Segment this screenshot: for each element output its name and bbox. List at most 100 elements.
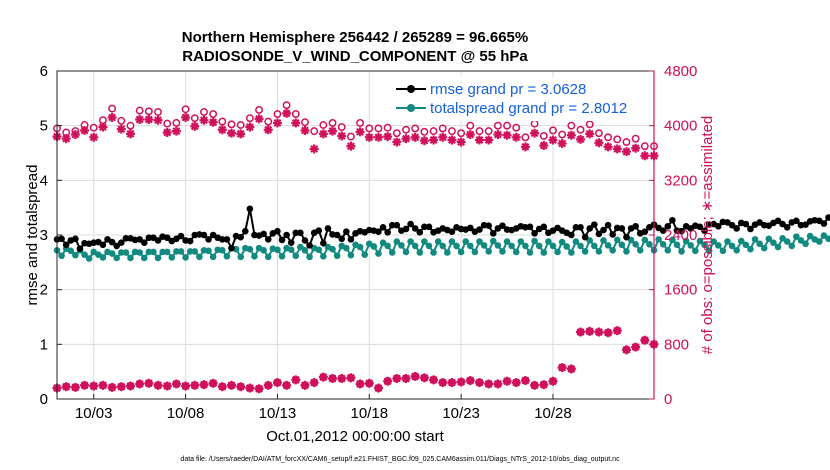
obs-low-assimilated-point: [401, 374, 411, 383]
obs-low-assimilated-point: [89, 381, 99, 391]
totalspread-point: [678, 248, 685, 255]
obs-assimilated-point-stroke: [154, 116, 162, 125]
obs-low-assimilated-point: [465, 376, 475, 386]
rmse-point: [62, 241, 70, 249]
obs-assimilated-point: [465, 130, 475, 140]
obs-low-assimilated-point-stroke: [549, 377, 557, 386]
obs-assimilated-point-stroke: [337, 131, 346, 140]
totalspread-point: [173, 248, 180, 255]
right-y-tick-label: 2400: [664, 227, 697, 244]
totalspread-point: [177, 248, 185, 255]
obs-possible-point: [190, 114, 199, 123]
obs-low-assimilated-point: [162, 381, 172, 391]
obs-low-assimilated-point-stroke: [558, 363, 567, 372]
rmse-point: [315, 227, 323, 234]
totalspread-point: [724, 238, 731, 245]
obs-low-assimilated-point: [263, 380, 273, 390]
totalspread-point: [503, 238, 511, 245]
obs-possible-point: [640, 142, 649, 151]
obs-possible-point: [135, 106, 144, 115]
totalspread-point: [361, 251, 368, 258]
obs-assimilated-point-stroke: [503, 131, 512, 140]
obs-assimilated-point-stroke: [71, 130, 80, 139]
obs-low-assimilated-point-stroke: [172, 380, 181, 388]
rmse-point: [641, 228, 649, 236]
totalspread-point: [430, 249, 437, 256]
totalspread-point: [186, 248, 194, 255]
rmse-point: [76, 245, 84, 252]
obs-low-assimilated-point: [208, 378, 218, 388]
totalspread-point: [476, 238, 483, 245]
obs-low-assimilated-point: [245, 383, 255, 393]
rmse-point: [154, 237, 162, 244]
totalspread-point: [219, 247, 226, 254]
obs-low-assimilated-point: [80, 380, 90, 390]
rmse-point: [618, 225, 626, 232]
obs-low-assimilated-point-stroke: [264, 381, 273, 390]
totalspread-point: [402, 248, 410, 256]
left-y-tick-label: 5: [40, 118, 48, 135]
rmse-point: [122, 234, 130, 242]
obs-possible-point: [457, 129, 466, 138]
totalspread-point: [545, 238, 552, 245]
rmse-point: [99, 241, 107, 249]
totalspread-point: [453, 242, 460, 250]
obs-low-assimilated-point: [484, 379, 494, 389]
totalspread-point: [329, 245, 336, 253]
rmse-point: [301, 237, 309, 244]
right-y-tick-label: 800: [664, 336, 689, 353]
x-tick-label: 10/03: [75, 405, 113, 422]
rmse-point: [623, 233, 630, 241]
obs-assimilated-point-stroke: [392, 138, 401, 147]
rmse-point: [678, 227, 685, 235]
obs-assimilated-point: [631, 143, 641, 153]
rmse-point: [485, 222, 492, 230]
data-file-footer: data file: /Users/raeder/DAI/ATM_forcXX/…: [180, 456, 620, 463]
totalspread-point: [320, 253, 327, 260]
obs-assimilated-point: [300, 125, 310, 135]
rmse-point: [467, 224, 474, 232]
totalspread-point: [375, 250, 382, 257]
totalspread-point: [613, 236, 621, 244]
totalspread-point: [751, 236, 759, 243]
rmse-point: [526, 223, 534, 231]
totalspread-point: [99, 254, 107, 261]
totalspread-point: [701, 241, 708, 249]
obs-possible-point: [521, 133, 530, 142]
totalspread-point: [462, 238, 470, 245]
obs-assimilated-point-stroke: [475, 136, 484, 144]
obs-assimilated-point: [502, 130, 512, 140]
obs-low-assimilated-point: [70, 382, 80, 392]
obs-low-assimilated-point-stroke: [365, 379, 374, 388]
obs-low-assimilated-point-stroke: [576, 328, 585, 336]
obs-low-assimilated-point: [346, 373, 356, 383]
totalspread-point: [760, 244, 768, 252]
obs-assimilated-point: [272, 118, 282, 128]
obs-assimilated-point: [135, 115, 145, 125]
rmse-point: [664, 222, 672, 230]
obs-assimilated-point-stroke: [301, 126, 309, 135]
rmse-point: [219, 236, 226, 243]
obs-possible-point: [530, 119, 539, 128]
left-y-tick-label: 0: [40, 391, 48, 408]
totalspread-point: [581, 248, 589, 255]
obs-low-assimilated-point-stroke: [236, 382, 245, 391]
rmse-point: [274, 227, 281, 235]
obs-possible-point: [117, 116, 126, 125]
obs-low-assimilated-point-stroke: [521, 376, 530, 385]
obs-assimilated-point: [236, 129, 246, 139]
totalspread-point: [517, 238, 525, 245]
totalspread-point: [287, 246, 295, 254]
obs-low-assimilated-point-stroke: [530, 381, 539, 390]
rmse-point: [669, 216, 676, 224]
rmse-point: [407, 220, 414, 228]
obs-assimilated-point: [585, 129, 595, 139]
obs-assimilated-point-stroke: [558, 139, 567, 148]
rmse-point: [825, 214, 830, 221]
totalspread-point: [512, 248, 520, 256]
obs-low-assimilated-point: [227, 380, 237, 390]
totalspread-point: [591, 242, 598, 250]
obs-assimilated-point: [171, 126, 181, 136]
obs-possible-point: [622, 138, 631, 147]
totalspread-point: [140, 254, 148, 262]
